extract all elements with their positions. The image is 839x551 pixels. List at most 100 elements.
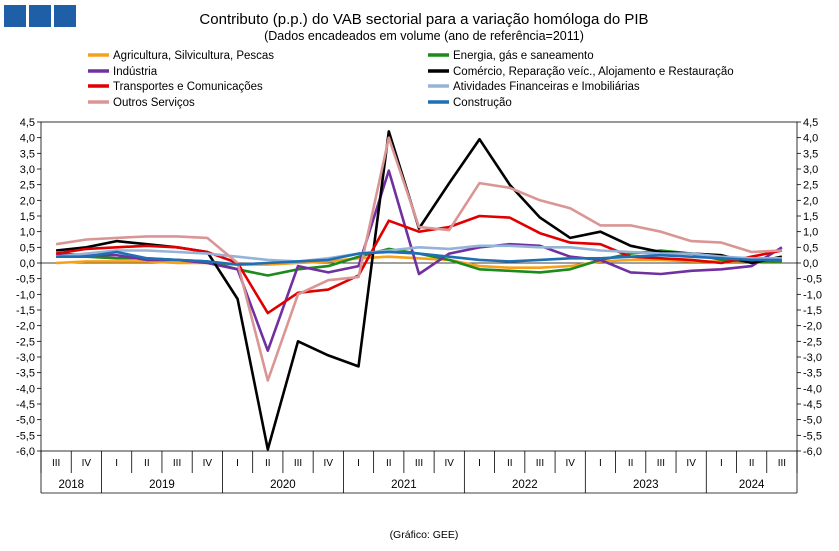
x-tick-label: IV	[82, 458, 92, 469]
x-tick-label: III	[173, 458, 181, 469]
y-tick-label-left: 2,5	[20, 180, 35, 192]
legend-label: Energia, gás e saneamento	[453, 50, 594, 62]
y-tick-label-right: -1,5	[803, 305, 822, 317]
year-label: 2023	[633, 479, 659, 491]
x-tick-label: II	[144, 458, 150, 469]
y-tick-label-left: 3,5	[20, 148, 35, 160]
y-tick-label-right: -4,5	[803, 399, 822, 411]
legend-item: Energia, gás e saneamento	[428, 50, 594, 62]
legend-label: Outros Serviços	[113, 97, 195, 109]
chart-subtitle: (Dados encadeados em volume (ano de refe…	[264, 29, 584, 43]
y-tick-label-left: -4,0	[16, 383, 35, 395]
year-label: 2022	[512, 479, 538, 491]
y-tick-label-left: 3,0	[20, 164, 35, 176]
y-tick-label-right: -0,5	[803, 274, 822, 286]
plot-frame	[40, 121, 798, 452]
legend-label: Indústria	[113, 66, 158, 78]
series-line	[55, 130, 783, 451]
year-label: 2018	[58, 479, 84, 491]
x-tick-label: I	[357, 458, 360, 469]
y-tick-label-left: 0,0	[20, 258, 35, 270]
y-tick-label-left: -5,5	[16, 430, 35, 442]
x-tick-label: IV	[203, 458, 213, 469]
y-tick-label-left: -2,0	[16, 321, 35, 333]
y-tick-label-left: -5,0	[16, 415, 35, 427]
x-tick-label: I	[720, 458, 723, 469]
y-tick-label-left: -6,0	[16, 446, 35, 458]
y-tick-label-right: 4,5	[803, 117, 818, 129]
y-tick-label-right: -4,0	[803, 383, 822, 395]
x-tick-label: III	[536, 458, 544, 469]
y-tick-label-right: -1,0	[803, 289, 822, 301]
x-tick-label: IV	[686, 458, 696, 469]
x-tick-label: I	[599, 458, 602, 469]
y-tick-label-right: -5,5	[803, 430, 822, 442]
series-line	[56, 255, 782, 270]
chart-source: (Gráfico: GEE)	[390, 529, 459, 541]
y-tick-label-left: 4,0	[20, 133, 35, 145]
y-tick-label-right: 0,5	[803, 242, 818, 254]
y-tick-label-left: -1,0	[16, 289, 35, 301]
x-tick-label: III	[294, 458, 302, 469]
y-tick-label-right: 2,0	[803, 195, 818, 207]
y-tick-label-right: 1,0	[803, 227, 818, 239]
x-tick-label: I	[115, 458, 118, 469]
legend-label: Construção	[453, 97, 512, 109]
y-tick-label-left: -4,5	[16, 399, 35, 411]
legend-label: Atividades Financeiras e Imobiliárias	[453, 81, 640, 93]
series-line	[55, 214, 783, 315]
legend-item: Outros Serviços	[88, 97, 195, 109]
series-line	[55, 136, 782, 382]
y-tick-label-right: -5,0	[803, 415, 822, 427]
y-tick-label-right: -2,0	[803, 321, 822, 333]
x-tick-label: II	[628, 458, 634, 469]
legend-item: Comércio, Reparação veíc., Alojamento e …	[428, 66, 734, 78]
y-tick-label-left: -1,5	[16, 305, 35, 317]
y-tick-label-right: -6,0	[803, 446, 822, 458]
x-tick-label: IV	[565, 458, 575, 469]
year-label: 2020	[270, 479, 296, 491]
legend-label: Agricultura, Silvicultura, Pescas	[113, 50, 274, 62]
y-tick-label-left: -3,0	[16, 352, 35, 364]
y-tick-label-right: 3,0	[803, 164, 818, 176]
x-tick-label: IV	[324, 458, 334, 469]
x-tick-label: II	[386, 458, 392, 469]
y-tick-label-right: 1,5	[803, 211, 818, 223]
y-tick-label-right: -2,5	[803, 336, 822, 348]
series-line	[55, 244, 782, 263]
series-line	[56, 250, 782, 266]
y-tick-label-left: 4,5	[20, 117, 35, 129]
y-tick-label-right: 2,5	[803, 180, 818, 192]
y-tick-label-right: 3,5	[803, 148, 818, 160]
y-tick-label-left: 1,0	[20, 227, 35, 239]
x-tick-label: III	[415, 458, 423, 469]
x-tick-label: I	[236, 458, 239, 469]
plot-area: 4,5 4,5 4,0 4,0 3,5 3,5 3,0 3,0 2,5 2,5 2,0 2,0 1,5 1…	[16, 117, 822, 494]
y-tick-label-right: -3,5	[803, 368, 822, 380]
y-tick-label-left: -2,5	[16, 336, 35, 348]
y-tick-label-right: 0,0	[803, 258, 818, 270]
chart-title: Contributo (p.p.) do VAB sectorial para …	[199, 11, 648, 28]
year-label: 2019	[149, 479, 175, 491]
legend-label: Transportes e Comunicações	[113, 81, 263, 93]
x-tick-label: II	[265, 458, 271, 469]
y-tick-label-right: 4,0	[803, 133, 818, 145]
x-tick-label: II	[749, 458, 755, 469]
legend-item: Indústria	[88, 66, 158, 78]
y-tick-label-left: 0,5	[20, 242, 35, 254]
x-tick-label: III	[778, 458, 786, 469]
legend-item: Agricultura, Silvicultura, Pescas	[88, 50, 274, 62]
x-tick-label: II	[507, 458, 513, 469]
y-tick-label-left: 1,5	[20, 211, 35, 223]
y-tick-label-left: -3,5	[16, 368, 35, 380]
year-label: 2021	[391, 479, 417, 491]
legend: Agricultura, Silvicultura, Pescas Energia…	[88, 50, 734, 109]
legend-item: Transportes e Comunicações	[88, 81, 263, 93]
y-tick-label-left: 2,0	[20, 195, 35, 207]
logo	[4, 5, 76, 27]
x-tick-label: III	[52, 458, 60, 469]
legend-item: Construção	[428, 97, 512, 109]
year-label: 2024	[739, 479, 765, 491]
legend-label: Comércio, Reparação veíc., Alojamento e …	[453, 66, 734, 78]
